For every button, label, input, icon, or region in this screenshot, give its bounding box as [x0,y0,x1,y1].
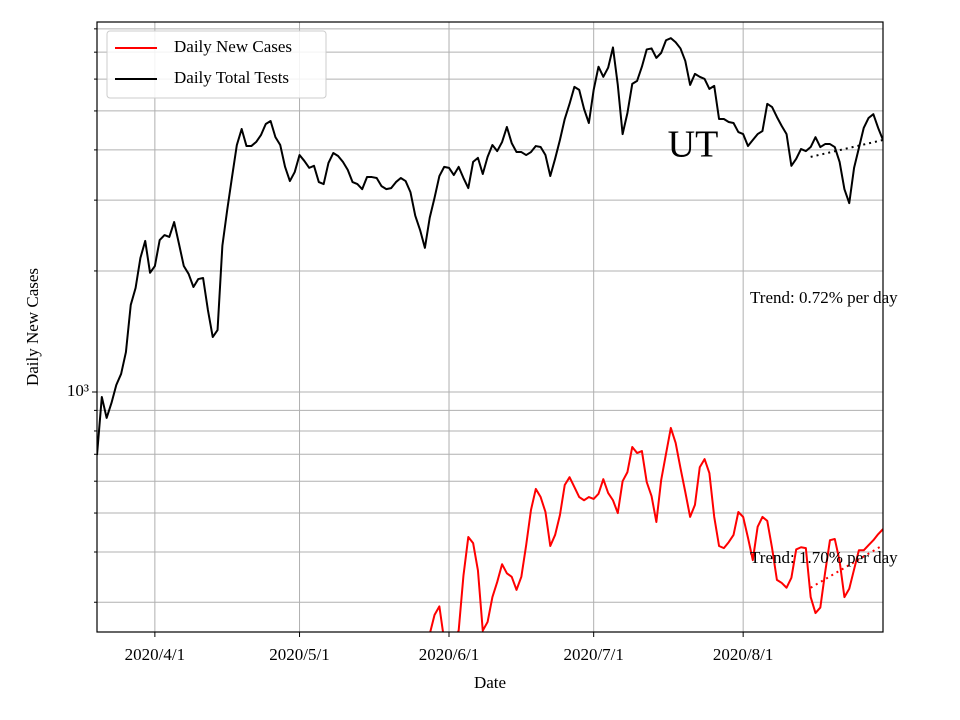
plot-frame [96,21,884,633]
grid [97,22,883,632]
series-line [429,426,883,632]
trend-line [810,139,883,158]
x-tick-label: 2020/7/1 [563,645,623,664]
trend-label: Trend: 1.70% per day [750,548,898,567]
y-tick-label: 10³ [67,381,89,400]
trend-line [810,544,883,589]
series-line [97,37,883,456]
x-tick-label: 2020/4/1 [125,645,185,664]
y-axis-label: Daily New Cases [23,268,42,386]
x-tick-label: 2020/8/1 [713,645,773,664]
x-axis-label: Date [474,673,506,692]
legend-label: Daily New Cases [174,37,292,56]
trend-label: Trend: 0.72% per day [750,288,898,307]
x-tick-label: 2020/5/1 [269,645,329,664]
x-tick-label: 2020/6/1 [419,645,479,664]
plot-lines [97,37,883,632]
legend-label: Daily Total Tests [174,68,289,87]
annotation: UT [668,124,719,166]
legend-box [106,30,327,99]
legend: Daily New Cases Daily Total Tests [106,30,327,99]
